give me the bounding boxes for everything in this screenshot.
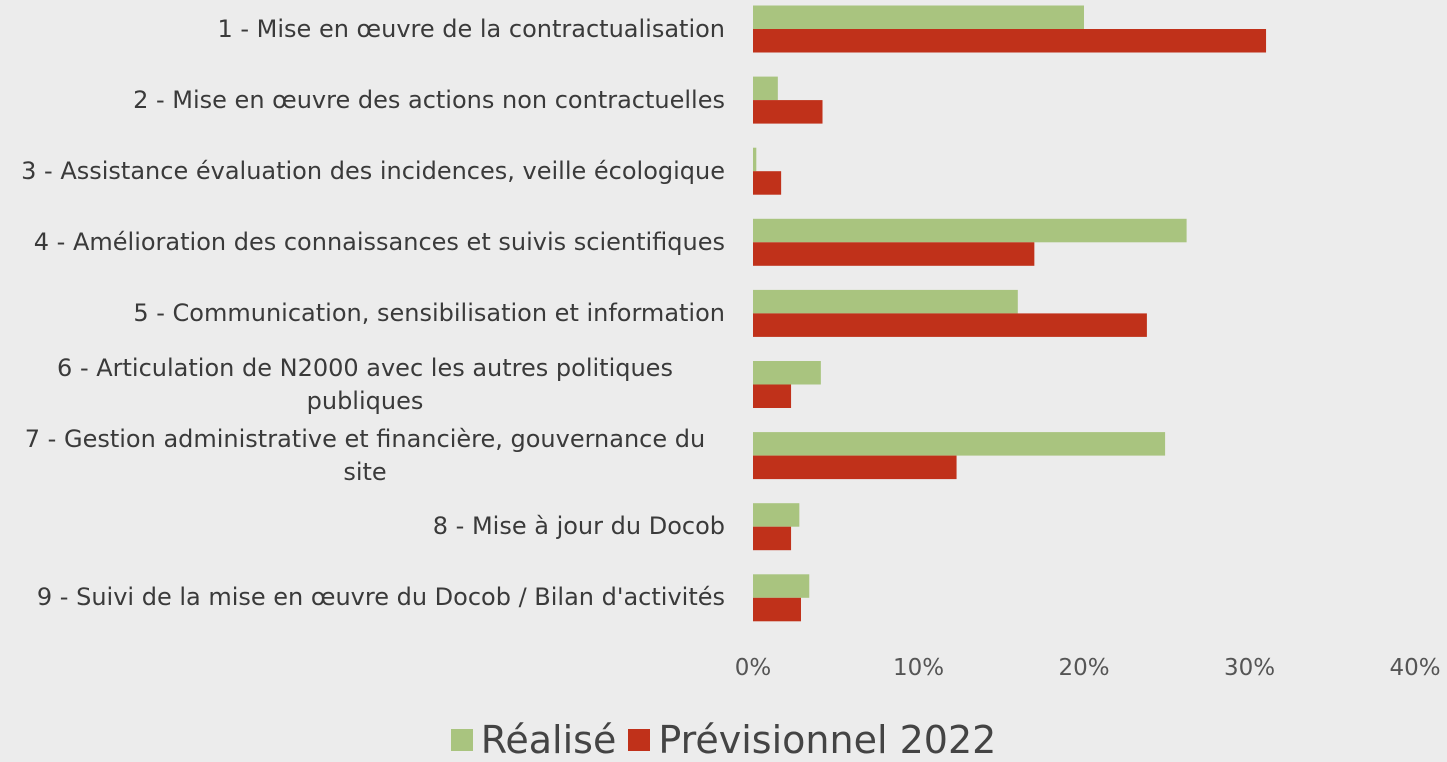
legend-label: Prévisionnel 2022 <box>658 718 997 762</box>
bar <box>753 218 1187 243</box>
x-tick-label: 0% <box>734 655 772 681</box>
category-label-box: 6 - Articulation de N2000 avec les autre… <box>0 350 725 420</box>
category-label-box: 9 - Suivi de la mise en œuvre du Docob /… <box>0 563 725 633</box>
bar <box>753 147 757 172</box>
legend-swatch <box>628 729 651 751</box>
bar <box>753 171 782 195</box>
category-label-box: 1 - Mise en œuvre de la contractualisati… <box>0 0 725 64</box>
legend-swatch <box>450 729 473 751</box>
bar <box>753 242 1035 266</box>
bar <box>753 361 821 385</box>
bar <box>753 100 823 124</box>
bar <box>753 597 801 622</box>
bar <box>753 574 810 598</box>
bar <box>753 384 792 408</box>
category-label: 5 - Communication, sensibilisation et in… <box>133 298 725 327</box>
bar <box>753 313 1147 337</box>
category-label: 7 - Gestion administrative et financière… <box>24 424 706 486</box>
legend-label: Réalisé <box>480 718 617 762</box>
category-label: 1 - Mise en œuvre de la contractualisati… <box>217 14 725 43</box>
category-label-box: 8 - Mise à jour du Docob <box>0 492 725 562</box>
bar <box>753 29 1267 53</box>
legend-item: Réalisé <box>450 718 617 762</box>
category-label: 4 - Amélioration des connaissances et su… <box>33 227 725 256</box>
category-label: 3 - Assistance évaluation des incidences… <box>21 156 725 185</box>
category-label: 6 - Articulation de N2000 avec les autre… <box>57 353 673 415</box>
category-label-box: 5 - Communication, sensibilisation et in… <box>0 278 725 348</box>
category-label: 2 - Mise en œuvre des actions non contra… <box>133 85 725 114</box>
bar <box>753 455 957 480</box>
category-label-box: 7 - Gestion administrative et financière… <box>0 421 725 491</box>
x-tick-label: 20% <box>1058 655 1110 681</box>
bar <box>753 432 1166 456</box>
bar <box>753 289 1018 314</box>
bar <box>753 5 1084 29</box>
x-tick-label: 30% <box>1223 655 1276 681</box>
bar <box>753 503 800 527</box>
x-tick-label: 10% <box>892 655 945 681</box>
bar <box>753 526 792 551</box>
category-label-box: 4 - Amélioration des connaissances et su… <box>0 207 725 277</box>
category-label: 9 - Suivi de la mise en œuvre du Docob /… <box>36 583 725 612</box>
legend: Réalisé Prévisionnel 2022 <box>0 718 1447 762</box>
category-label: 8 - Mise à jour du Docob <box>432 512 725 541</box>
category-label-box: 3 - Assistance évaluation des incidences… <box>0 136 725 206</box>
category-label-box: 2 - Mise en œuvre des actions non contra… <box>0 65 725 135</box>
bar <box>753 76 778 101</box>
legend-item: Prévisionnel 2022 <box>628 718 996 762</box>
x-tick-label: 40% <box>1389 655 1441 681</box>
